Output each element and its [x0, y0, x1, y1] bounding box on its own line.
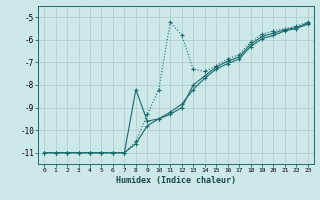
X-axis label: Humidex (Indice chaleur): Humidex (Indice chaleur): [116, 176, 236, 185]
